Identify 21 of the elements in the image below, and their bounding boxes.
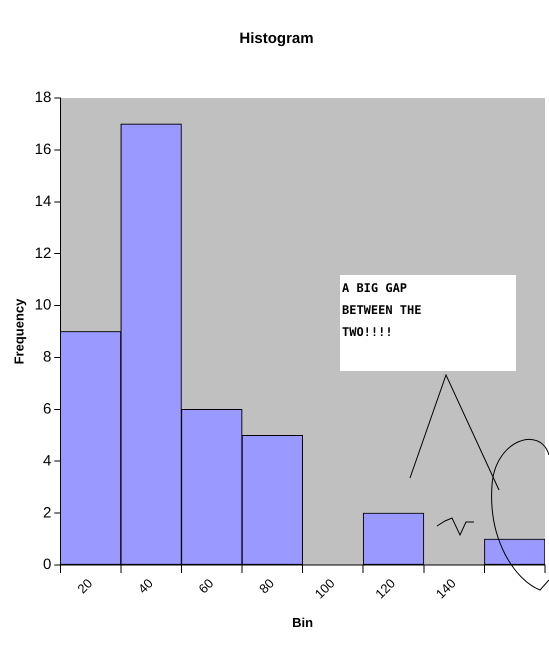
x-tick-label: 100 (312, 576, 338, 602)
y-tick-label: 6 (42, 400, 52, 418)
x-axis-title: Bin (292, 614, 314, 630)
callout-box: A BIG GAP BETWEEN THE TWO!!!! (340, 275, 516, 371)
y-tick-label: 12 (34, 244, 52, 262)
y-tick-label: 2 (42, 504, 52, 522)
y-tick-label: 14 (34, 192, 52, 210)
x-tick-label: 140 (432, 576, 459, 602)
y-tick-label: 4 (42, 452, 52, 470)
x-tick-label: 20 (74, 576, 96, 596)
chart-title: Histogram (239, 30, 314, 48)
x-tick-label: 60 (196, 576, 216, 596)
x-tick-label: 40 (134, 576, 156, 596)
y-tick-label: 8 (42, 348, 52, 366)
x-tick-label: 120 (372, 576, 398, 602)
y-tick-label: 0 (42, 556, 52, 574)
y-tick-label: 16 (34, 141, 52, 158)
y-tick-label: 10 (34, 296, 52, 314)
x-tick-label: 80 (256, 576, 277, 596)
y-axis-title: Frequency (11, 298, 26, 364)
y-tick-label: 18 (34, 89, 52, 106)
